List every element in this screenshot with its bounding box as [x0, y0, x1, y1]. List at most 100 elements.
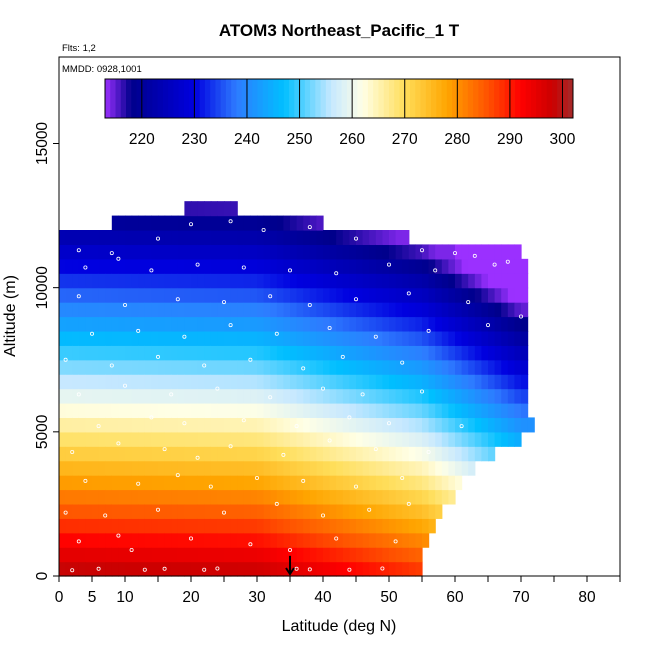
heatmap-cell — [177, 446, 185, 462]
observation-point — [320, 513, 325, 518]
heatmap-cell — [336, 273, 344, 289]
heatmap-cell — [158, 532, 166, 548]
heatmap-cell — [461, 403, 469, 419]
heatmap-cell — [125, 518, 133, 534]
heatmap-cell — [171, 475, 179, 491]
heatmap-cell — [230, 273, 238, 289]
heatmap-cell — [197, 302, 205, 318]
heatmap-cell — [329, 374, 337, 390]
heatmap-cell — [184, 446, 192, 462]
heatmap-cell — [395, 388, 403, 404]
heatmap-cell — [210, 302, 218, 318]
heatmap-cell — [435, 258, 443, 274]
heatmap-cell — [237, 503, 245, 519]
heatmap-cell — [237, 287, 245, 303]
heatmap-cell — [290, 244, 298, 260]
heatmap-cell — [435, 460, 443, 476]
heatmap-cell — [204, 403, 212, 419]
heatmap-cell — [164, 503, 172, 519]
heatmap-cell — [98, 446, 106, 462]
heatmap-cell — [382, 359, 390, 375]
heatmap-cell — [316, 244, 324, 260]
heatmap-cell — [402, 330, 410, 346]
heatmap-cell — [151, 518, 159, 534]
heatmap-cell — [184, 403, 192, 419]
heatmap-cell — [408, 532, 416, 548]
heatmap-cell — [59, 316, 67, 332]
heatmap-cell — [316, 446, 324, 462]
heatmap-cell — [270, 431, 278, 447]
heatmap-cell — [290, 374, 298, 390]
heatmap-cell — [250, 374, 258, 390]
colorbar-cell — [199, 79, 206, 118]
heatmap-cell — [65, 273, 73, 289]
heatmap-cell — [138, 446, 146, 462]
heatmap-cell — [514, 431, 522, 447]
heatmap-cell — [494, 330, 502, 346]
heatmap-cell — [356, 302, 364, 318]
heatmap-cell — [224, 374, 232, 390]
heatmap-cell — [316, 460, 324, 476]
x-axis: 0 5 10 20 30 40 50 60 70 80 — [55, 576, 621, 606]
observation-point — [221, 510, 226, 515]
heatmap-cell — [448, 388, 456, 404]
heatmap-cell — [316, 489, 324, 505]
colorbar-tick-label: 220 — [129, 131, 155, 148]
heatmap-cell — [316, 215, 324, 231]
heatmap-cell — [65, 417, 73, 433]
y-tick-label: 15000 — [34, 122, 51, 165]
heatmap-cell — [65, 359, 73, 375]
heatmap-cell — [263, 518, 271, 534]
heatmap-cell — [488, 359, 496, 375]
heatmap-cell — [507, 388, 515, 404]
heatmap-cell — [501, 403, 509, 419]
heatmap-cell — [171, 330, 179, 346]
colorbar-cell — [325, 79, 332, 118]
heatmap-cell — [217, 273, 225, 289]
heatmap-cell — [408, 403, 416, 419]
heatmap-cell — [250, 316, 258, 332]
heatmap-cell — [177, 273, 185, 289]
heatmap-cell — [237, 446, 245, 462]
heatmap-cell — [342, 503, 350, 519]
heatmap-cell — [329, 460, 337, 476]
observation-point — [76, 539, 81, 544]
colorbar-cell — [352, 79, 358, 118]
heatmap-cell — [85, 287, 93, 303]
heatmap-cell — [204, 374, 212, 390]
heatmap-cell — [118, 330, 126, 346]
heatmap-cell — [59, 532, 67, 548]
heatmap-cell — [78, 330, 86, 346]
heatmap-cell — [92, 258, 100, 274]
heatmap-cell — [92, 547, 100, 563]
heatmap-cell — [375, 460, 383, 476]
observation-point — [221, 300, 226, 305]
heatmap-cell — [125, 532, 133, 548]
observation-point — [228, 219, 233, 224]
heatmap-cell — [501, 330, 509, 346]
heatmap-cell — [105, 475, 113, 491]
heatmap-cell — [191, 475, 199, 491]
heatmap-cell — [164, 431, 172, 447]
heatmap-cell — [270, 287, 278, 303]
heatmap-cell — [296, 475, 304, 491]
heatmap-cell — [296, 518, 304, 534]
heatmap-cell — [290, 273, 298, 289]
heatmap-cell — [65, 475, 73, 491]
observation-point — [96, 424, 101, 429]
heatmap-cell — [131, 359, 139, 375]
heatmap-cell — [395, 273, 403, 289]
colorbar-cell — [220, 79, 227, 118]
heatmap-cell — [224, 503, 232, 519]
heatmap-cell — [402, 417, 410, 433]
heatmap-cell — [263, 374, 271, 390]
heatmap-cell — [303, 287, 311, 303]
heatmap-cell — [375, 316, 383, 332]
observation-point — [307, 225, 312, 230]
heatmap-cell — [144, 475, 152, 491]
heatmap-cell — [448, 258, 456, 274]
heatmap-cell — [158, 489, 166, 505]
heatmap-cell — [270, 388, 278, 404]
heatmap-cell — [158, 230, 166, 246]
heatmap-cell — [59, 287, 67, 303]
